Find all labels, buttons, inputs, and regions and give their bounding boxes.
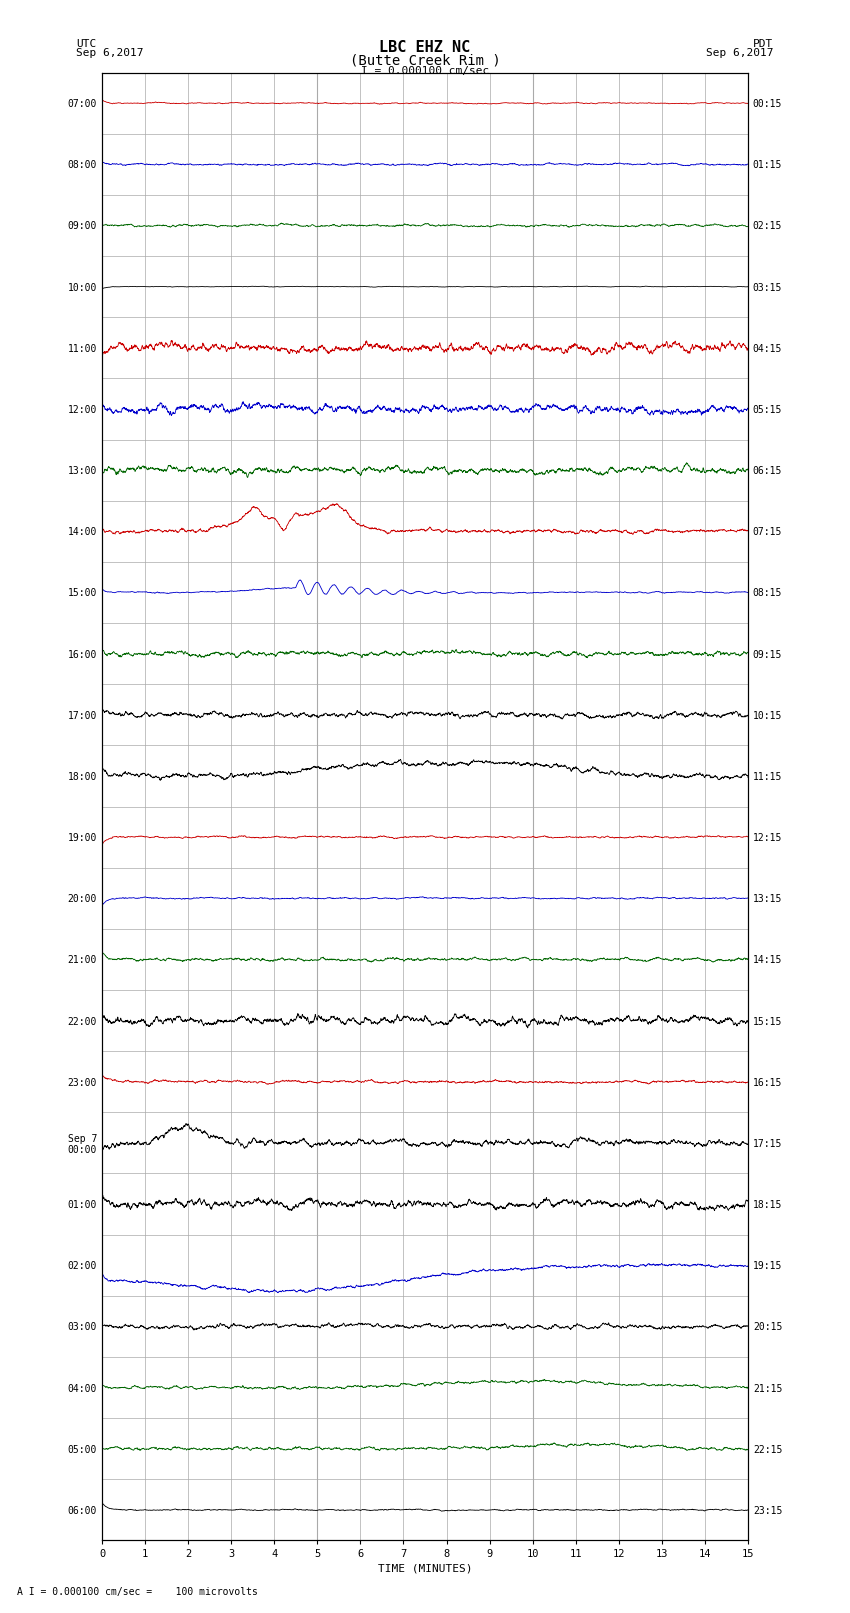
X-axis label: TIME (MINUTES): TIME (MINUTES) — [377, 1563, 473, 1574]
Text: (Butte Creek Rim ): (Butte Creek Rim ) — [349, 53, 501, 68]
Text: A I = 0.000100 cm/sec =    100 microvolts: A I = 0.000100 cm/sec = 100 microvolts — [17, 1587, 258, 1597]
Text: Sep 6,2017: Sep 6,2017 — [706, 48, 774, 58]
Text: LBC EHZ NC: LBC EHZ NC — [379, 40, 471, 55]
Text: PDT: PDT — [753, 39, 774, 48]
Text: UTC: UTC — [76, 39, 97, 48]
Text: Sep 6,2017: Sep 6,2017 — [76, 48, 144, 58]
Text: I = 0.000100 cm/sec: I = 0.000100 cm/sec — [361, 66, 489, 76]
